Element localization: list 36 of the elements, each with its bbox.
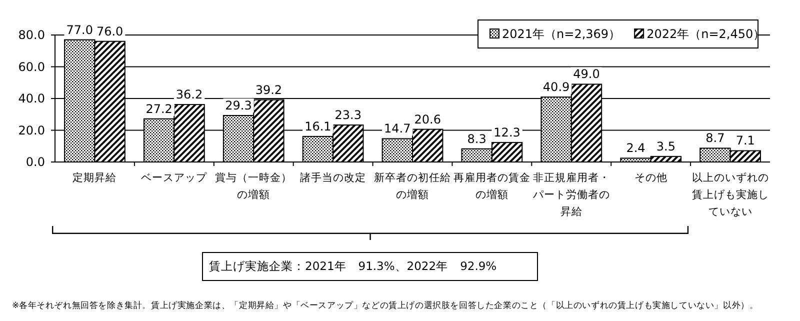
y-tick-label: 60.0 xyxy=(18,60,45,74)
y-tick-label: 80.0 xyxy=(18,28,45,42)
data-label: 29.3 xyxy=(225,98,252,112)
data-label: 14.7 xyxy=(384,122,411,136)
x-tick-label: 以上のいずれの賃上げも実施していない xyxy=(692,171,769,220)
data-label: 7.1 xyxy=(736,134,755,148)
x-tick-label: 諸手当の改定 xyxy=(299,171,368,186)
x-tick-label: 新卒者の初任給の増額 xyxy=(374,171,452,203)
data-label: 27.2 xyxy=(146,102,172,116)
y-tick-label: 20.0 xyxy=(18,123,45,138)
data-label: 20.6 xyxy=(414,112,441,126)
x-tick-label: 賞与（一時金）の増額 xyxy=(214,171,292,203)
y-tick-label: 0.0 xyxy=(26,155,45,169)
x-tick-label: その他 xyxy=(633,171,668,186)
data-label: 23.3 xyxy=(334,108,362,122)
data-label: 40.9 xyxy=(542,80,570,94)
text: ※各年それぞれ無回答を除き集計。賃上げ実施企業は、「定期昇給」や「ベースアップ」などの賃上げの選択肢を回答した企業のこと（「以上のいずれの賃上げも実施していない」以外）。 xyxy=(12,300,760,312)
data-label: 3.5 xyxy=(656,139,676,154)
data-label: 36.2 xyxy=(176,88,203,102)
data-label: 77.0 xyxy=(66,22,93,37)
x-tick-label: ベースアップ xyxy=(140,171,208,186)
data-label: 8.3 xyxy=(467,132,486,146)
x-tick-label: 再雇用者の賃金の増額 xyxy=(453,171,531,203)
y-tick-label: 40.0 xyxy=(18,92,45,106)
data-label: 16.1 xyxy=(304,119,332,134)
x-tick-label: 定期昇給 xyxy=(72,171,118,186)
data-label: 12.3 xyxy=(494,125,520,140)
x-tick-label: 非正規雇用者・パート労働者の昇給 xyxy=(532,171,610,220)
data-label: 76.0 xyxy=(96,24,124,38)
data-label: 2.4 xyxy=(626,141,646,156)
legend-label: 2021年（n=2,369） xyxy=(502,27,621,41)
data-label: 8.7 xyxy=(706,131,725,146)
text: 賃上げ実施企業：2021年 91.3%、2022年 92.9% xyxy=(202,252,538,281)
legend-label: 2022年（n=2,450） xyxy=(646,27,766,41)
data-label: 49.0 xyxy=(573,67,600,82)
data-label: 39.2 xyxy=(255,82,282,97)
